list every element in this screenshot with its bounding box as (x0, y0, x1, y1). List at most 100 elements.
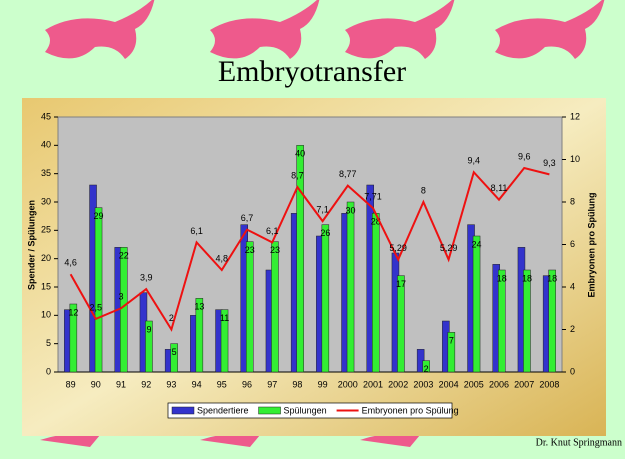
line (69, 166, 550, 332)
y-axis-title: Spender / Spülungen (26, 200, 36, 290)
line-label: 9,4 (468, 156, 481, 166)
line-label: 8 (421, 185, 426, 195)
line-label: 6,1 (266, 226, 279, 236)
y2-tick-label: 2 (570, 324, 575, 334)
bar (69, 303, 78, 373)
data-label: 18 (497, 273, 507, 283)
y-tick-label: 30 (41, 196, 51, 206)
data-label: 30 (346, 205, 356, 215)
bar (120, 247, 128, 373)
bar (94, 207, 103, 373)
line-label: 4,8 (216, 253, 229, 263)
legend-label: Spülungen (284, 405, 327, 415)
x-tick-label: 94 (192, 379, 202, 389)
bar (372, 213, 380, 373)
x-tick-label: 92 (141, 379, 151, 389)
bar (321, 224, 330, 373)
data-label: 22 (119, 251, 129, 261)
x-tick-label: 98 (292, 379, 302, 389)
y-tick-label: 0 (46, 366, 51, 376)
y-tick-label: 15 (41, 281, 51, 291)
y-tick-label: 20 (41, 253, 51, 263)
chart-title: Embryotransfer (218, 55, 406, 88)
line-label: 5,29 (389, 243, 407, 253)
bar (145, 320, 153, 373)
y-tick-label: 5 (46, 338, 51, 348)
x-tick-label: 2005 (464, 379, 484, 389)
data-label: 23 (245, 245, 255, 255)
data-label: 2 (424, 364, 429, 374)
data-label: 28 (371, 217, 381, 227)
bar (498, 269, 506, 373)
data-label: 23 (270, 245, 280, 255)
line-label: 8,11 (491, 183, 508, 193)
x-tick-label: 2008 (539, 379, 559, 389)
data-label: 11 (220, 313, 229, 323)
y2-tick-label: 0 (570, 366, 575, 376)
data-label: 18 (522, 273, 532, 283)
legend-label: Spendertiere (197, 405, 249, 415)
x-tick-label: 99 (318, 379, 328, 389)
decoration (40, 0, 605, 447)
bar (271, 241, 279, 373)
bar (397, 275, 405, 373)
legend-label: Embryonen pro Spülung (362, 405, 459, 415)
line-label: 6,7 (241, 213, 254, 223)
x-tick-label: 2002 (388, 379, 408, 389)
data-label: 18 (547, 273, 557, 283)
x-tick-label: 2004 (439, 379, 459, 389)
line-label: 2 (169, 313, 174, 323)
x-tick-label: 2000 (338, 379, 358, 389)
line-label: 4,6 (64, 258, 77, 268)
line-label: 9,3 (543, 158, 556, 168)
data-label: 29 (94, 211, 104, 221)
x-tick-label: 2003 (413, 379, 433, 389)
data-label: 5 (172, 347, 177, 357)
y2-tick-label: 12 (570, 111, 580, 121)
bar (195, 298, 204, 373)
x-tick-label: 2001 (363, 379, 383, 389)
x-tick-label: 2007 (514, 379, 534, 389)
line-label: 6,1 (190, 226, 203, 236)
bar (220, 309, 229, 373)
plot-area (57, 116, 563, 373)
x-tick-label: 93 (166, 379, 176, 389)
line-label: 3,9 (140, 273, 153, 283)
x-tick-label: 91 (116, 379, 126, 389)
data-label: 26 (320, 228, 330, 238)
line-label: 7,1 (316, 205, 329, 215)
y2-tick-label: 8 (570, 196, 575, 206)
y-tick-label: 35 (41, 168, 51, 178)
x-tick-label: 95 (217, 379, 227, 389)
y2-tick-label: 4 (570, 281, 575, 291)
data-label: 13 (194, 302, 204, 312)
x-tick-label: 89 (66, 379, 76, 389)
y2-tick-label: 10 (570, 154, 580, 164)
y-tick-label: 10 (41, 310, 51, 320)
line-label: 7,71 (364, 192, 382, 202)
line-label: 9,6 (518, 151, 531, 161)
legend-box (167, 402, 453, 419)
x-tick-label: 97 (267, 379, 277, 389)
bar (523, 269, 531, 373)
line-label: 5,29 (440, 243, 458, 253)
bar (472, 235, 481, 373)
y-tick-label: 45 (41, 111, 51, 121)
bar (296, 145, 304, 373)
line-label: 8,77 (339, 169, 357, 179)
bar (447, 332, 456, 373)
bar (346, 201, 355, 373)
data-label: 7 (449, 336, 454, 346)
x-tick-label: 90 (91, 379, 101, 389)
y2-axis-title: Embryonen pro Spülung (586, 193, 596, 298)
x-tick-label: 2006 (489, 379, 509, 389)
bar (548, 269, 556, 373)
data-label: 24 (472, 239, 482, 249)
bar (246, 241, 254, 373)
line-label: 3 (118, 292, 123, 302)
bar (422, 360, 430, 373)
line-label: 2,5 (90, 302, 103, 312)
data-label: 12 (68, 307, 78, 317)
y2-tick-label: 6 (570, 239, 575, 249)
